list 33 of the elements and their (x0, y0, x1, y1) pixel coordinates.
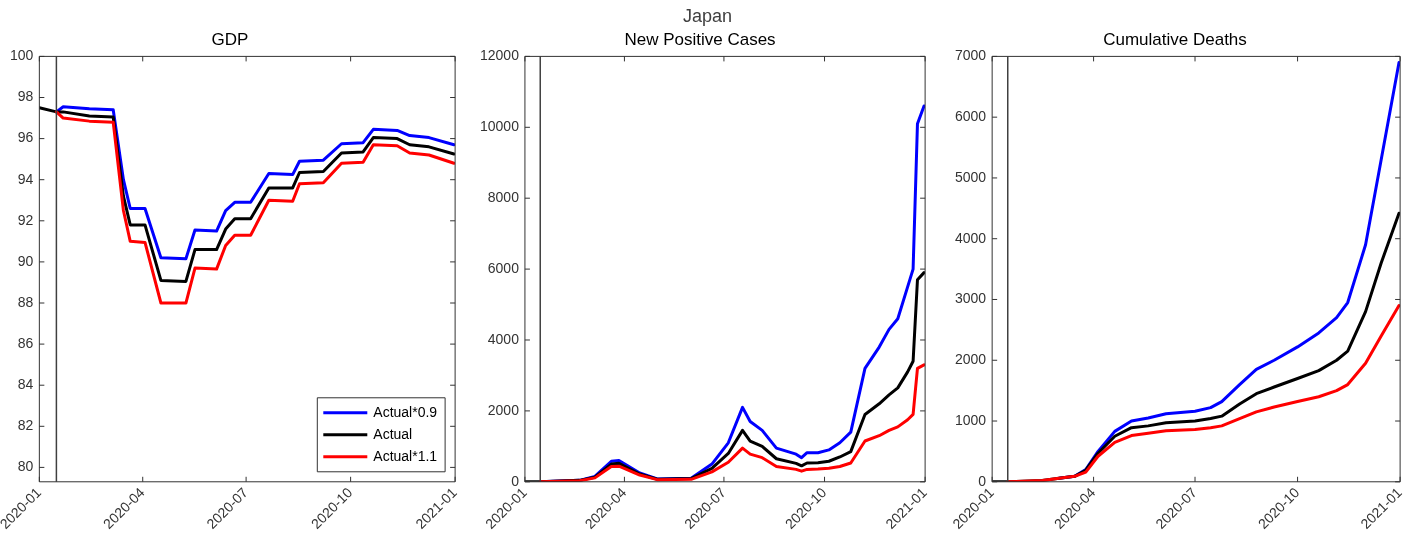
y-tick-label: 88 (17, 293, 34, 310)
y-tick-label: 84 (17, 376, 34, 393)
y-tick-label: 100 (10, 47, 34, 64)
legend-label: Actual*1.1 (373, 447, 438, 464)
y-tick-label: 8000 (487, 189, 520, 206)
y-tick-label: 10000 (479, 118, 520, 135)
y-tick-label: 6000 (487, 259, 520, 276)
y-tick-label: 86 (17, 334, 34, 351)
legend-label: Actual*0.9 (373, 403, 438, 420)
y-tick-label: 2000 (954, 351, 987, 368)
y-tick-label: 98 (17, 88, 34, 105)
chart-title: GDP (211, 29, 249, 49)
y-tick-label: 4000 (954, 229, 987, 246)
y-tick-label: 94 (17, 170, 34, 187)
y-tick-label: 7000 (954, 47, 987, 64)
chart-title: New Positive Cases (624, 29, 776, 49)
y-tick-label: 90 (17, 252, 34, 269)
y-tick-label: 92 (17, 211, 34, 228)
text: Japan (681, 6, 733, 27)
legend-label: Actual (373, 425, 413, 442)
y-tick-label: 6000 (954, 108, 987, 125)
y-tick-label: 96 (17, 129, 34, 146)
y-tick-label: 2000 (487, 401, 520, 418)
y-tick-label: 0 (511, 472, 520, 489)
y-tick-label: 80 (17, 458, 34, 475)
chart-title: Cumulative Deaths (1103, 29, 1247, 49)
y-tick-label: 3000 (954, 290, 987, 307)
y-tick-label: 4000 (487, 330, 520, 347)
y-tick-label: 82 (17, 417, 34, 434)
y-tick-label: 1000 (954, 411, 987, 428)
y-tick-label: 12000 (479, 47, 520, 64)
y-tick-label: 5000 (954, 168, 987, 185)
y-tick-label: 0 (978, 472, 987, 489)
